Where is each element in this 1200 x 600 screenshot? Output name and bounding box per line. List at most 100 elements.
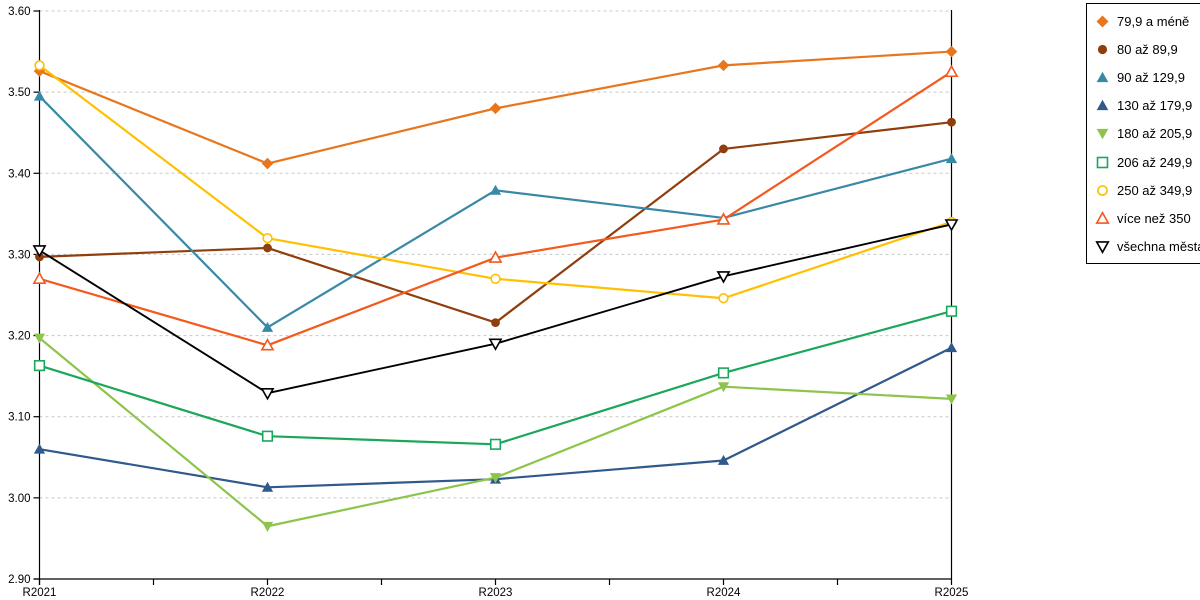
series-5	[33, 333, 958, 532]
series-marker-circle-filled	[491, 318, 500, 327]
y-tick-label: 3.20	[8, 331, 30, 343]
series-marker-triangle-down-open	[488, 338, 503, 351]
x-tick-label: R2022	[251, 587, 285, 599]
legend-item: 80 až 89,9	[1087, 35, 1200, 63]
x-tick-label: R2023	[479, 587, 513, 599]
series-marker-diamond-filled	[1096, 15, 1109, 28]
legend-item: 130 až 179,9	[1087, 92, 1200, 120]
series-marker-diamond-filled	[489, 102, 502, 115]
series-marker-diamond-filled	[945, 45, 958, 58]
series-marker-square-open	[1096, 156, 1109, 168]
legend-marker-icon	[1096, 156, 1109, 168]
y-tick-label: 3.50	[8, 87, 30, 99]
series-1	[33, 45, 958, 170]
series-marker-triangle-up-open	[260, 338, 275, 351]
legend-marker-icon	[1096, 71, 1109, 83]
series-marker-triangle-up-open	[488, 250, 503, 263]
series-marker-triangle-up-filled	[33, 90, 46, 101]
series-marker-triangle-up-open	[716, 212, 731, 225]
series-7	[34, 60, 957, 304]
series-marker-triangle-up-filled	[945, 153, 958, 164]
legend-marker-icon	[1096, 15, 1109, 28]
series-marker-circle-open	[1097, 184, 1108, 196]
legend-label: 80 až 89,9	[1117, 41, 1178, 57]
y-tick-label: 3.00	[8, 493, 30, 505]
series-marker-triangle-up-open	[1095, 210, 1110, 224]
legend-item: 90 až 129,9	[1087, 63, 1200, 91]
series-marker-triangle-down-open	[1095, 241, 1110, 255]
series-8	[32, 64, 959, 351]
y-tick-label: 3.30	[8, 249, 30, 261]
y-tick-label: 3.60	[8, 6, 30, 18]
series-marker-triangle-down-open	[260, 387, 275, 401]
y-tick-label: 3.40	[8, 168, 30, 180]
legend-item: více než 350	[1087, 204, 1200, 232]
series-line	[38, 64, 952, 300]
series-marker-diamond-filled	[261, 157, 274, 170]
legend-label: více než 350	[1117, 210, 1191, 226]
x-tick-label: R2021	[23, 587, 57, 599]
series-marker-circle-filled	[263, 243, 272, 253]
series-line	[38, 95, 952, 329]
series-line	[39, 121, 952, 324]
chart-legend: 79,9 a méně 80 až 89,9 90 až 129,9 130 až 1…	[1086, 3, 1200, 264]
y-tick-label: 3.10	[8, 412, 30, 424]
legend-label: 90 až 129,9	[1117, 69, 1185, 85]
legend-marker-icon	[1096, 99, 1109, 111]
series-9	[32, 219, 959, 401]
series-2	[35, 117, 956, 327]
series-marker-triangle-up-filled	[945, 342, 958, 353]
series-marker-diamond-filled	[33, 65, 46, 77]
series-marker-square-open	[489, 438, 502, 450]
series-marker-circle-filled	[719, 144, 728, 154]
series-marker-circle-filled	[947, 117, 956, 127]
series-marker-square-open	[945, 305, 958, 317]
series-marker-square-open	[717, 367, 730, 379]
series-line	[39, 310, 952, 446]
series-marker-triangle-up-filled	[717, 454, 730, 465]
series-line	[38, 223, 952, 395]
series-6	[33, 305, 958, 450]
legend-marker-icon	[1095, 241, 1110, 255]
series-marker-triangle-down-filled	[717, 382, 730, 393]
x-tick-label: R2025	[935, 587, 969, 599]
legend-item: 206 až 249,9	[1087, 148, 1200, 176]
series-marker-triangle-up-filled	[261, 481, 274, 492]
series-marker-square-open	[261, 430, 274, 442]
legend-marker-icon	[1095, 210, 1110, 224]
series-marker-triangle-down-filled	[261, 521, 274, 532]
legend-label: všechna města	[1117, 239, 1200, 255]
series-line	[39, 346, 952, 489]
series-marker-triangle-up-filled	[1096, 71, 1109, 83]
legend-label: 180 až 205,9	[1117, 126, 1193, 142]
legend-marker-icon	[1096, 129, 1109, 140]
series-marker-circle-filled	[1097, 44, 1108, 54]
series-marker-triangle-up-filled	[261, 321, 274, 332]
series-marker-triangle-up-filled	[489, 184, 502, 195]
legend-marker-icon	[1097, 184, 1108, 196]
series-marker-triangle-down-open	[944, 219, 959, 232]
series-marker-circle-open	[718, 293, 729, 304]
legend-label: 130 až 179,9	[1117, 98, 1193, 114]
series-3	[33, 90, 958, 332]
series-marker-diamond-filled	[717, 59, 730, 72]
series-marker-triangle-down-filled	[33, 333, 46, 344]
series-marker-triangle-down-open	[32, 245, 47, 258]
series-marker-triangle-up-open	[32, 271, 47, 284]
legend-item: všechna města	[1087, 233, 1200, 261]
series-marker-circle-open	[34, 60, 45, 71]
series-marker-triangle-down-open	[716, 271, 731, 284]
legend-item: 79,9 a méně	[1087, 7, 1200, 35]
series-marker-circle-open	[262, 233, 273, 244]
series-marker-circle-open	[490, 273, 501, 284]
legend-label: 250 až 349,9	[1117, 182, 1193, 198]
y-tick-label: 2.90	[8, 574, 30, 586]
legend-item: 180 až 205,9	[1087, 120, 1200, 148]
series-marker-square-open	[33, 359, 46, 372]
series-marker-triangle-up-open	[944, 64, 959, 78]
series-marker-triangle-down-filled	[1096, 129, 1109, 140]
legend-marker-icon	[1097, 44, 1108, 54]
series-marker-triangle-up-filled	[1096, 99, 1109, 111]
series-marker-triangle-up-filled	[33, 443, 46, 454]
